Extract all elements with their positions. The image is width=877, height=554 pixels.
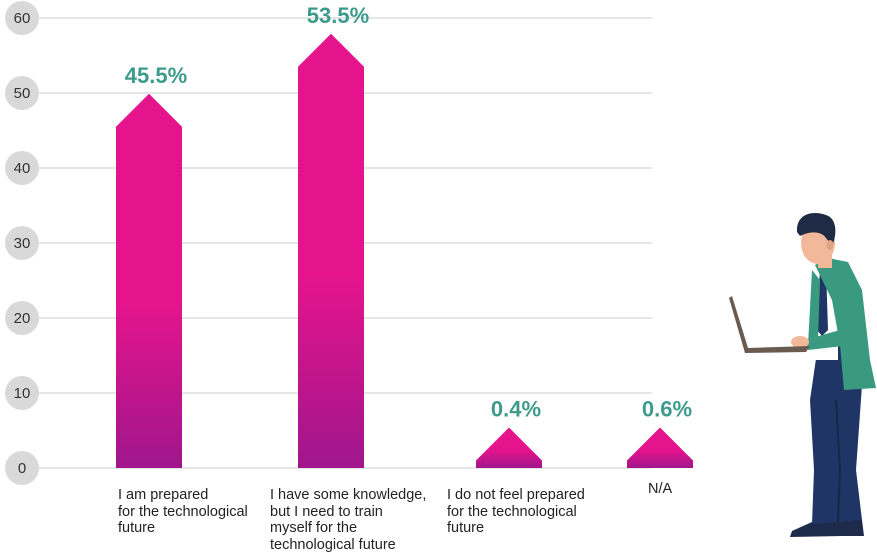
- y-tick-label-60: 60: [14, 10, 31, 27]
- y-tick-label-20: 20: [14, 310, 31, 327]
- y-tick-badge-10: [5, 376, 39, 410]
- data-label-2: 53.5%: [307, 3, 369, 28]
- y-tick-badge-60: [5, 1, 39, 35]
- man-with-laptop-illustration: [729, 213, 876, 537]
- y-tick-badge-0: [5, 451, 39, 485]
- y-tick-label-40: 40: [14, 160, 31, 177]
- data-labels: 45.5% 53.5% 0.4% 0.6%: [125, 3, 692, 422]
- bar-4: [627, 427, 693, 468]
- y-tick-badge-20: [5, 301, 39, 335]
- y-tick-badge-50: [5, 76, 39, 110]
- y-tick-label-50: 50: [14, 85, 31, 102]
- bar-2: [298, 33, 364, 468]
- category-label-na: N/A: [648, 481, 673, 497]
- y-tick-label-0: 0: [18, 460, 26, 477]
- category-label-some-knowledge: I have some knowledge, but I need to tra…: [270, 487, 427, 553]
- y-axis: 0 10 20 30 40 50 60: [5, 1, 39, 485]
- data-label-3: 0.4%: [491, 397, 541, 422]
- y-tick-label-30: 30: [14, 235, 31, 252]
- data-label-1: 45.5%: [125, 63, 187, 88]
- bar-1: [116, 93, 182, 468]
- y-tick-badge-40: [5, 151, 39, 185]
- y-tick-badge-30: [5, 226, 39, 260]
- category-label-not-prepared: I do not feel prepared for the technolog…: [447, 487, 585, 536]
- bar-3: [476, 427, 542, 468]
- category-label-prepared: I am prepared for the technological futu…: [118, 487, 248, 536]
- data-label-4: 0.6%: [642, 397, 692, 422]
- y-tick-label-10: 10: [14, 385, 31, 402]
- bars: [116, 33, 693, 468]
